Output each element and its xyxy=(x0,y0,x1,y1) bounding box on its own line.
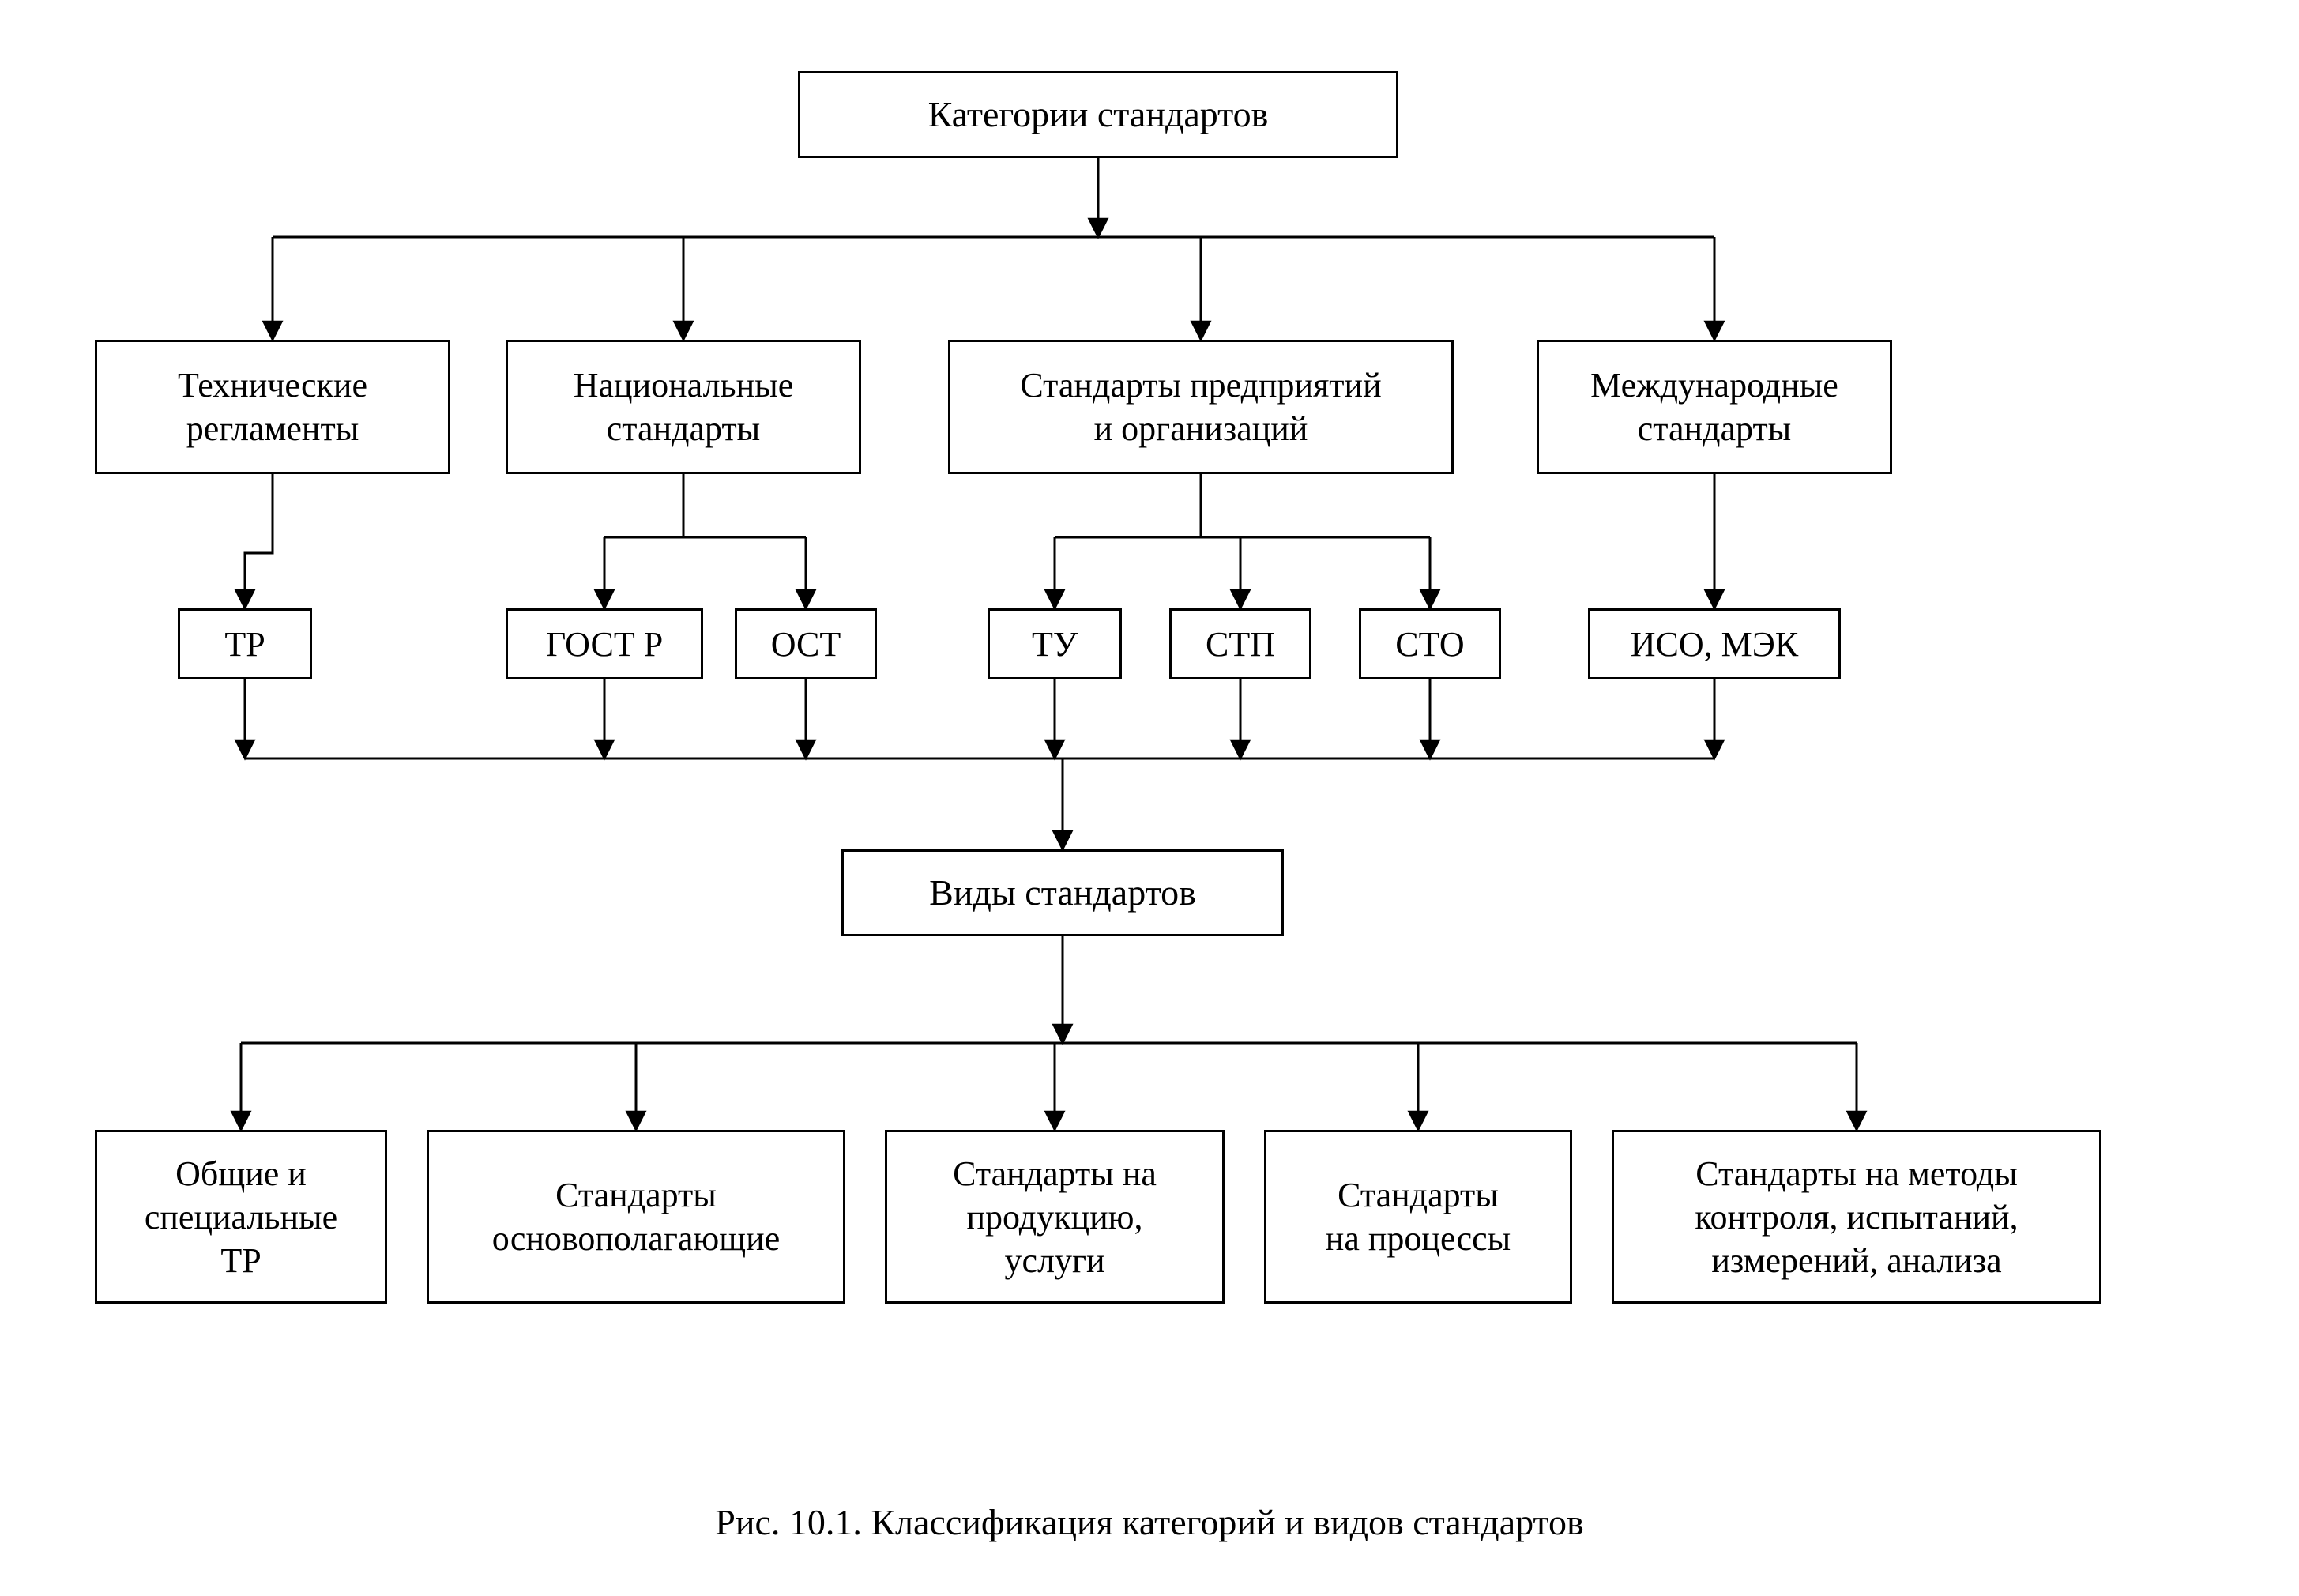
node-label: СТП xyxy=(1206,623,1275,666)
figure-caption: Рис. 10.1. Классификация категорий и вид… xyxy=(0,1501,2299,1543)
node-label: ГОСТ Р xyxy=(546,623,663,666)
node-t-sto: СТО xyxy=(1359,608,1501,679)
node-root: Категории стандартов xyxy=(798,71,1398,158)
node-cat3: Стандарты предприятийи организаций xyxy=(948,340,1454,474)
node-label: Национальныестандарты xyxy=(574,363,794,450)
node-label: Международныестандарты xyxy=(1590,363,1838,450)
node-label: Техническиерегламенты xyxy=(178,363,367,450)
node-cat2: Национальныестандарты xyxy=(506,340,861,474)
connectors-layer xyxy=(0,0,2299,1596)
node-cat4: Международныестандарты xyxy=(1537,340,1892,474)
node-t-tu: ТУ xyxy=(988,608,1122,679)
node-label: СТО xyxy=(1395,623,1464,666)
node-cat1: Техническиерегламенты xyxy=(95,340,450,474)
node-mid: Виды стандартов xyxy=(841,849,1284,936)
node-k4: Стандартына процессы xyxy=(1264,1130,1572,1304)
node-label: Общие испециальныеТР xyxy=(145,1152,337,1282)
node-t-tr: ТР xyxy=(178,608,312,679)
node-k1: Общие испециальныеТР xyxy=(95,1130,387,1304)
node-label: Виды стандартов xyxy=(929,870,1196,916)
node-t-ost: ОСТ xyxy=(735,608,877,679)
node-k2: Стандартыосновополагающие xyxy=(427,1130,845,1304)
node-k3: Стандарты напродукцию,услуги xyxy=(885,1130,1225,1304)
caption-text: Рис. 10.1. Классификация категорий и вид… xyxy=(715,1502,1584,1542)
node-label: Стандарты на методыконтроля, испытаний,и… xyxy=(1695,1152,2018,1282)
node-k5: Стандарты на методыконтроля, испытаний,и… xyxy=(1612,1130,2101,1304)
node-label: Стандарты предприятийи организаций xyxy=(1020,363,1381,450)
node-t-gostr: ГОСТ Р xyxy=(506,608,703,679)
node-label: Категории стандартов xyxy=(928,92,1269,137)
node-label: Стандарты напродукцию,услуги xyxy=(953,1152,1157,1282)
node-label: ОСТ xyxy=(771,623,841,666)
node-label: Стандартына процессы xyxy=(1326,1173,1511,1260)
node-label: ТР xyxy=(224,623,265,666)
node-label: ИСО, МЭК xyxy=(1631,623,1798,666)
node-label: ТУ xyxy=(1032,623,1078,666)
node-label: Стандартыосновополагающие xyxy=(492,1173,781,1260)
node-t-stp: СТП xyxy=(1169,608,1311,679)
node-t-iso: ИСО, МЭК xyxy=(1588,608,1841,679)
